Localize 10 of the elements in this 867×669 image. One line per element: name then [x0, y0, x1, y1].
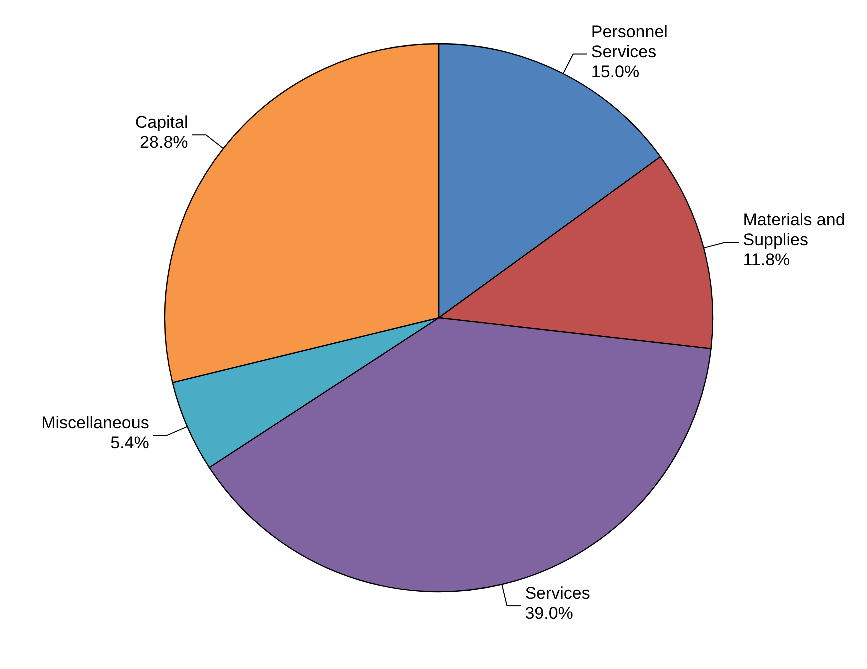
- data-label: 39.0%: [525, 604, 574, 624]
- data-label: 5.4%: [110, 434, 150, 453]
- slice-label: Materials and Supplies: [743, 210, 846, 250]
- slice-label: Capital: [135, 113, 188, 132]
- data-label: 28.8%: [140, 133, 188, 152]
- data-label: 11.8%: [743, 250, 790, 270]
- slice-label: Miscellaneous: [42, 414, 150, 433]
- legend-label: Services: [525, 584, 590, 604]
- data-label: 15.0%: [591, 62, 640, 82]
- slice-label: Personnel Services: [591, 22, 668, 62]
